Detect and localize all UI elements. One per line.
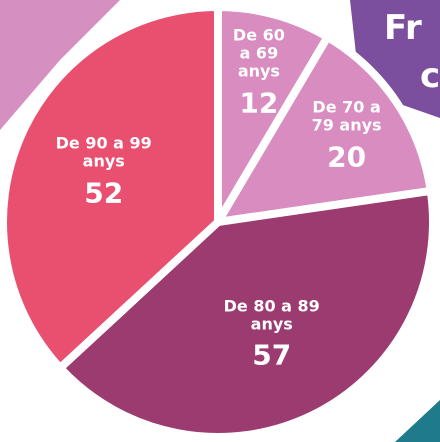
pie-slice [56,186,437,441]
slice-label: De 80 a 89 anys 57 [212,296,332,372]
value-label: 12 [239,86,279,120]
value-label: 52 [84,176,124,210]
value-label: 57 [252,338,292,372]
category-label: De 80 a 89 anys [223,296,320,334]
background-shape [395,400,440,442]
category-label: De 70 a 79 anys [311,97,382,135]
category-label: De 60 a 69 anys [232,25,285,81]
category-label: De 90 a 99 anys [55,133,152,171]
value-label: 20 [327,140,367,174]
pie-slice [0,3,222,372]
slice-label: De 90 a 99 anys 52 [49,133,159,210]
background-shape [0,0,120,130]
title: Fr [384,8,422,48]
pie-slice [214,33,435,226]
slice-label: De 70 a 79 anys 20 [302,98,392,173]
slice-label: De 60 a 69 anys 12 [232,25,285,120]
subtitle: c [420,56,440,96]
